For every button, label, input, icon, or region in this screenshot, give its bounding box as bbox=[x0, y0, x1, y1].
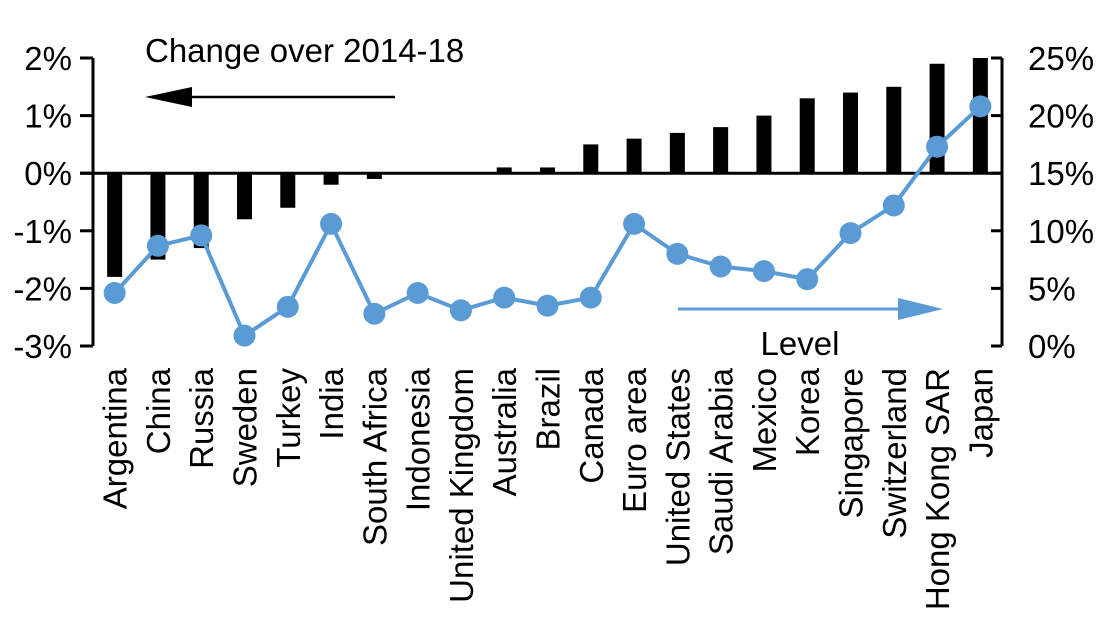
category-label: Euro area bbox=[616, 367, 653, 513]
left-series-title: Change over 2014-18 bbox=[145, 32, 465, 69]
marker-saudi-arabia bbox=[709, 255, 732, 278]
marker-indonesia bbox=[406, 282, 429, 305]
marker-japan bbox=[969, 95, 992, 118]
change-arrow-head bbox=[145, 87, 192, 107]
category-label: Argentina bbox=[97, 367, 134, 509]
right-axis-tick-label: 10% bbox=[1028, 213, 1094, 250]
category-label: Indonesia bbox=[400, 367, 437, 511]
marker-india bbox=[320, 212, 343, 235]
marker-russia bbox=[190, 224, 213, 247]
bar-saudi-arabia bbox=[713, 127, 729, 174]
right-series-title: Level bbox=[760, 325, 840, 362]
bar-australia bbox=[496, 167, 512, 174]
left-axis-tick-label: 0% bbox=[24, 155, 72, 192]
marker-south-africa bbox=[363, 302, 386, 325]
left-axis-tick-label: -1% bbox=[13, 213, 72, 250]
left-axis-tick-label: -2% bbox=[13, 270, 72, 307]
right-axis-tick-label: 25% bbox=[1028, 40, 1094, 77]
marker-sweden bbox=[233, 324, 256, 347]
left-axis-tick-label: 1% bbox=[24, 98, 72, 135]
left-axis-tick-label: -3% bbox=[13, 328, 72, 365]
category-label: Russia bbox=[183, 367, 220, 469]
bar-korea bbox=[799, 98, 815, 174]
category-label: South Africa bbox=[356, 367, 393, 546]
bar-sweden bbox=[237, 173, 252, 220]
category-label: Japan bbox=[962, 368, 999, 458]
bar-canada bbox=[583, 144, 599, 174]
right-axis-tick-label: 20% bbox=[1028, 98, 1094, 135]
category-label: United States bbox=[659, 368, 696, 566]
bar-india bbox=[323, 173, 339, 185]
marker-brazil bbox=[536, 294, 559, 317]
bar-switzerland bbox=[886, 86, 902, 174]
category-label: Singapore bbox=[833, 368, 870, 518]
right-axis-tick-label: 15% bbox=[1028, 155, 1094, 192]
marker-argentina bbox=[103, 282, 126, 305]
category-label: China bbox=[140, 367, 177, 454]
marker-korea bbox=[796, 268, 819, 291]
category-label: Canada bbox=[573, 367, 610, 483]
marker-united-kingdom bbox=[449, 299, 472, 322]
marker-australia bbox=[493, 286, 516, 309]
left-axis-tick-label: 2% bbox=[24, 40, 72, 77]
level-arrow-head bbox=[898, 298, 943, 320]
bar-united-states bbox=[669, 132, 685, 174]
category-label: Brazil bbox=[530, 368, 567, 451]
marker-united-states bbox=[666, 242, 689, 265]
category-label: Hong Kong SAR bbox=[919, 368, 956, 610]
marker-turkey bbox=[276, 295, 299, 318]
category-label: Saudi Arabia bbox=[703, 367, 740, 555]
marker-china bbox=[146, 234, 169, 257]
bar-brazil bbox=[540, 167, 555, 174]
right-axis-tick-label: 5% bbox=[1028, 270, 1076, 307]
marker-euro-area bbox=[623, 212, 646, 235]
bar-mexico bbox=[756, 115, 772, 174]
marker-canada bbox=[579, 286, 602, 309]
category-label: India bbox=[313, 367, 350, 439]
category-label: Mexico bbox=[746, 368, 783, 473]
bar-argentina bbox=[107, 173, 123, 277]
bar-south-africa bbox=[366, 173, 382, 179]
marker-singapore bbox=[839, 222, 862, 245]
category-label: Switzerland bbox=[876, 368, 913, 539]
marker-hong-kong-sar bbox=[926, 135, 949, 158]
category-label: Australia bbox=[486, 367, 523, 496]
marker-switzerland bbox=[882, 194, 905, 217]
bar-singapore bbox=[843, 92, 858, 174]
bar-turkey bbox=[280, 173, 296, 208]
marker-mexico bbox=[752, 260, 775, 283]
category-label: Turkey bbox=[270, 368, 307, 468]
bar-euro-area bbox=[626, 138, 642, 174]
category-label: Sweden bbox=[227, 368, 264, 487]
category-label: Korea bbox=[789, 367, 826, 456]
category-label: United Kingdom bbox=[443, 368, 480, 603]
right-axis-tick-label: 0% bbox=[1028, 328, 1076, 365]
